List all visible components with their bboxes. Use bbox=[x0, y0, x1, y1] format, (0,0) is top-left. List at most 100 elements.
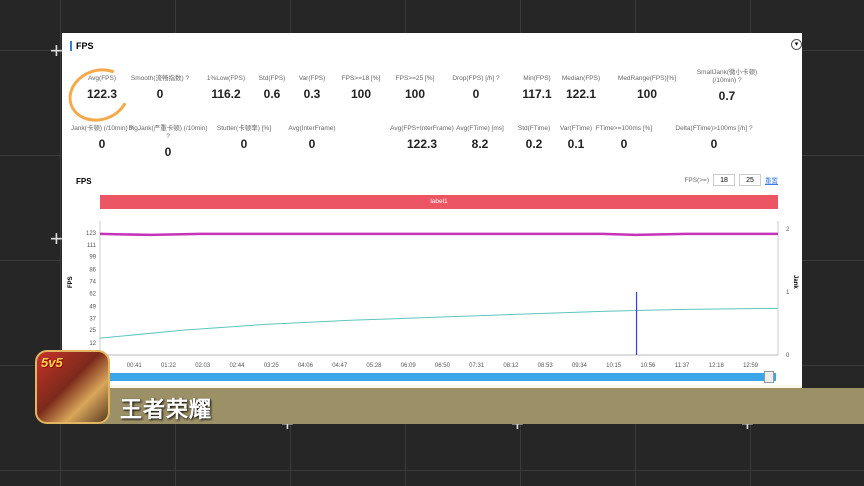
metric: Median(FPS) 122.1 bbox=[541, 75, 621, 101]
metric-label: FTime>=100ms [%] bbox=[595, 125, 653, 132]
y2-tick-label: 1 bbox=[786, 290, 790, 296]
metric-label: BigJank(严重卡顿) (/10min) ? bbox=[128, 125, 208, 140]
crosshair-icon: + bbox=[50, 38, 63, 63]
x-tick-label: 10:15 bbox=[606, 363, 622, 369]
fps-threshold-2-input[interactable] bbox=[739, 174, 761, 186]
x-tick-label: 02:44 bbox=[229, 363, 245, 369]
y-tick-label: 111 bbox=[87, 243, 97, 249]
metric: MedRange(FPS)[%] 100 bbox=[607, 75, 687, 101]
x-tick-label: 11:37 bbox=[675, 363, 690, 369]
x-tick-label: 07:31 bbox=[469, 363, 485, 369]
y-tick-label: 25 bbox=[89, 328, 96, 334]
y-tick-label: 74 bbox=[89, 280, 96, 286]
x-tick-label: 10:56 bbox=[640, 363, 656, 369]
metric: Avg(FPS) 122.3 bbox=[62, 75, 142, 101]
metric: Var(FPS) 0.3 bbox=[272, 75, 352, 101]
metric: Avg(FPS+InterFrame) 122.3 bbox=[382, 125, 462, 151]
metric-label: Std(FTime) bbox=[517, 125, 551, 132]
metric-label: Std(FPS) bbox=[258, 75, 286, 82]
metric-value: 100 bbox=[636, 87, 658, 101]
x-tick-label: 12:18 bbox=[709, 363, 725, 369]
metric-value: 0 bbox=[472, 87, 480, 101]
fps-threshold-1-input[interactable] bbox=[713, 174, 735, 186]
metric-value: 0.3 bbox=[303, 87, 321, 101]
metric-label: Median(FPS) bbox=[561, 75, 601, 82]
metric-value: 0 bbox=[308, 137, 316, 151]
metric: SmallJank(微小卡顿) (/10min) ? 0.7 bbox=[687, 69, 767, 103]
metric-label: 1%Low(FPS) bbox=[206, 75, 246, 82]
x-tick-label: 04:06 bbox=[298, 363, 314, 369]
metric-value: 0.2 bbox=[525, 137, 543, 151]
time-range-scrollbar[interactable] bbox=[100, 373, 776, 381]
metric-value: 122.1 bbox=[565, 87, 597, 101]
metric-value: 0 bbox=[240, 137, 248, 151]
metric: FTime>=100ms [%] 0 bbox=[584, 125, 664, 151]
y2-tick-label: 0 bbox=[786, 353, 790, 359]
metric: FPS>=25 [%] 100 bbox=[375, 75, 455, 101]
fps-chart: 0122537496274869911112301200:0000:4101:2… bbox=[68, 221, 798, 369]
metric-value: 0 bbox=[164, 145, 172, 159]
reset-link[interactable]: 重置 bbox=[765, 178, 778, 185]
x-tick-label: 09:34 bbox=[572, 363, 588, 369]
metric: Smooth(流畅指数) ? 0 bbox=[120, 75, 200, 101]
metric-value: 0 bbox=[620, 137, 628, 151]
fps-threshold-label: FPS(>=) bbox=[684, 176, 709, 184]
metric-label: Jank(卡顿) (/10min) ? bbox=[70, 125, 134, 132]
x-tick-label: 04:47 bbox=[332, 363, 348, 369]
y-tick-label: 123 bbox=[86, 231, 97, 237]
metric-value: 122.3 bbox=[406, 137, 438, 151]
metric-value: 0 bbox=[156, 87, 164, 101]
metric: Min(FPS) 117.1 bbox=[497, 75, 577, 101]
series-fps-line bbox=[99, 232, 778, 237]
y2-axis-title: Jank bbox=[792, 275, 798, 289]
app-name: 王者荣耀 bbox=[120, 397, 213, 422]
metric: Jank(卡顿) (/10min) ? 0 bbox=[62, 125, 142, 151]
y-tick-label: 62 bbox=[89, 291, 96, 297]
x-tick-label: 05:28 bbox=[366, 363, 382, 369]
metric-label: Min(FPS) bbox=[523, 75, 551, 82]
metric-value: 0 bbox=[710, 137, 718, 151]
series-interframe-line bbox=[99, 307, 779, 339]
panel-title: FPS bbox=[70, 41, 94, 51]
metric-value: 117.1 bbox=[522, 87, 552, 101]
metric-value: 116.2 bbox=[211, 87, 241, 101]
metric: FPS>=18 [%] 100 bbox=[321, 75, 401, 101]
metric: Avg(FTime) [ms] 8.2 bbox=[440, 125, 520, 151]
metric-label: Var(FTime) bbox=[559, 125, 593, 132]
metric: Var(FTime) 0.1 bbox=[536, 125, 616, 151]
metric: Stutter(卡顿率) [%] 0 bbox=[204, 125, 284, 151]
metric-label: Var(FPS) bbox=[298, 75, 326, 82]
metric: Std(FTime) 0.2 bbox=[494, 125, 574, 151]
metric-label: Avg(FTime) [ms] bbox=[456, 125, 504, 132]
app-icon: 5v5 bbox=[35, 350, 110, 424]
chevron-down-icon[interactable]: ▾ bbox=[791, 39, 802, 50]
metric-value: 0.6 bbox=[263, 87, 281, 101]
section-title: FPS bbox=[76, 177, 92, 186]
x-tick-label: 03:25 bbox=[264, 363, 280, 369]
x-tick-label: 08:12 bbox=[503, 363, 519, 369]
metric-value: 100 bbox=[404, 87, 426, 101]
app-banner bbox=[100, 388, 864, 424]
y-tick-label: 86 bbox=[89, 268, 96, 274]
y-axis-title: FPS bbox=[68, 276, 74, 288]
metric-label: Avg(InterFrame) bbox=[288, 125, 336, 132]
x-tick-label: 06:09 bbox=[401, 363, 417, 369]
metric-label: Smooth(流畅指数) ? bbox=[130, 75, 190, 82]
metric-value: 122.3 bbox=[86, 87, 118, 101]
metric-label: Delta(FTime)>100ms [/h] ? bbox=[675, 125, 753, 132]
metric: Drop(FPS) [/h] ? 0 bbox=[436, 75, 516, 101]
metric: Std(FPS) 0.6 bbox=[232, 75, 312, 101]
metric-label: Avg(FPS) bbox=[87, 75, 117, 82]
metric-value: 0 bbox=[98, 137, 106, 151]
x-tick-label: 08:53 bbox=[538, 363, 554, 369]
x-tick-label: 01:22 bbox=[161, 363, 177, 369]
metric: 1%Low(FPS) 116.2 bbox=[186, 75, 266, 101]
app-icon-badge: 5v5 bbox=[41, 355, 63, 370]
scrollbar-handle[interactable] bbox=[764, 371, 774, 383]
metric-value: 8.2 bbox=[471, 137, 489, 151]
metric-label: SmallJank(微小卡顿) (/10min) ? bbox=[696, 69, 758, 84]
metric-value: 0.7 bbox=[718, 89, 736, 103]
label-bar[interactable]: label1 bbox=[100, 195, 778, 209]
metric: Delta(FTime)>100ms [/h] ? 0 bbox=[674, 125, 754, 151]
crosshair-icon: + bbox=[50, 226, 63, 251]
